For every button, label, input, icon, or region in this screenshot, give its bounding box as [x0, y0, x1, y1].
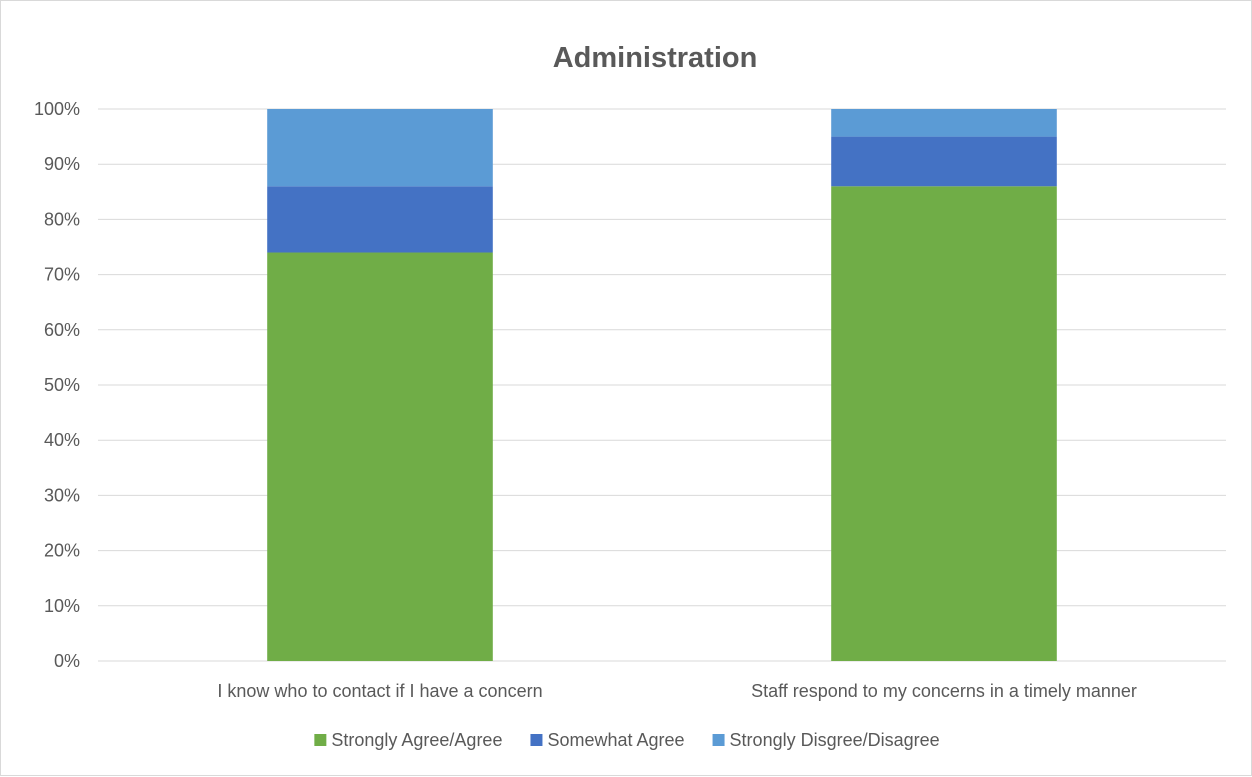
legend-label: Strongly Disgree/Disagree	[730, 730, 940, 750]
y-tick-label: 40%	[44, 430, 80, 450]
x-category-label: Staff respond to my concerns in a timely…	[751, 681, 1137, 701]
y-tick-label: 90%	[44, 154, 80, 174]
y-axis-ticks: 0% 10% 20% 30% 40% 50% 60% 70% 80% 90% 100%	[34, 99, 80, 671]
bar-segment	[831, 109, 1057, 137]
bars	[267, 109, 1057, 661]
y-tick-label: 0%	[54, 651, 80, 671]
y-tick-label: 30%	[44, 485, 80, 505]
legend-label: Somewhat Agree	[547, 730, 684, 750]
bar-segment	[267, 186, 493, 253]
legend: Strongly Agree/Agree Somewhat Agree Strong…	[314, 730, 940, 750]
legend-label: Strongly Agree/Agree	[331, 730, 502, 750]
bar-segment	[267, 109, 493, 187]
legend-swatch	[530, 734, 543, 746]
y-tick-label: 80%	[44, 209, 80, 229]
y-tick-label: 50%	[44, 375, 80, 395]
x-category-label: I know who to contact if I have a concer…	[217, 681, 542, 701]
legend-item: Strongly Agree/Agree	[314, 730, 502, 750]
y-tick-label: 60%	[44, 320, 80, 340]
y-tick-label: 10%	[44, 596, 80, 616]
legend-item: Strongly Disgree/Disagree	[712, 730, 940, 750]
legend-item: Somewhat Agree	[530, 730, 685, 750]
legend-swatch	[314, 734, 327, 746]
bar-segment	[267, 252, 493, 661]
bar-segment	[831, 136, 1057, 187]
bar-segment	[831, 186, 1057, 661]
x-axis-categories: I know who to contact if I have a concer…	[217, 681, 1137, 701]
y-tick-label: 70%	[44, 265, 80, 285]
chart-title: Administration	[553, 42, 758, 74]
legend-swatch	[712, 734, 725, 746]
y-tick-label: 20%	[44, 541, 80, 561]
y-tick-label: 100%	[34, 99, 80, 119]
